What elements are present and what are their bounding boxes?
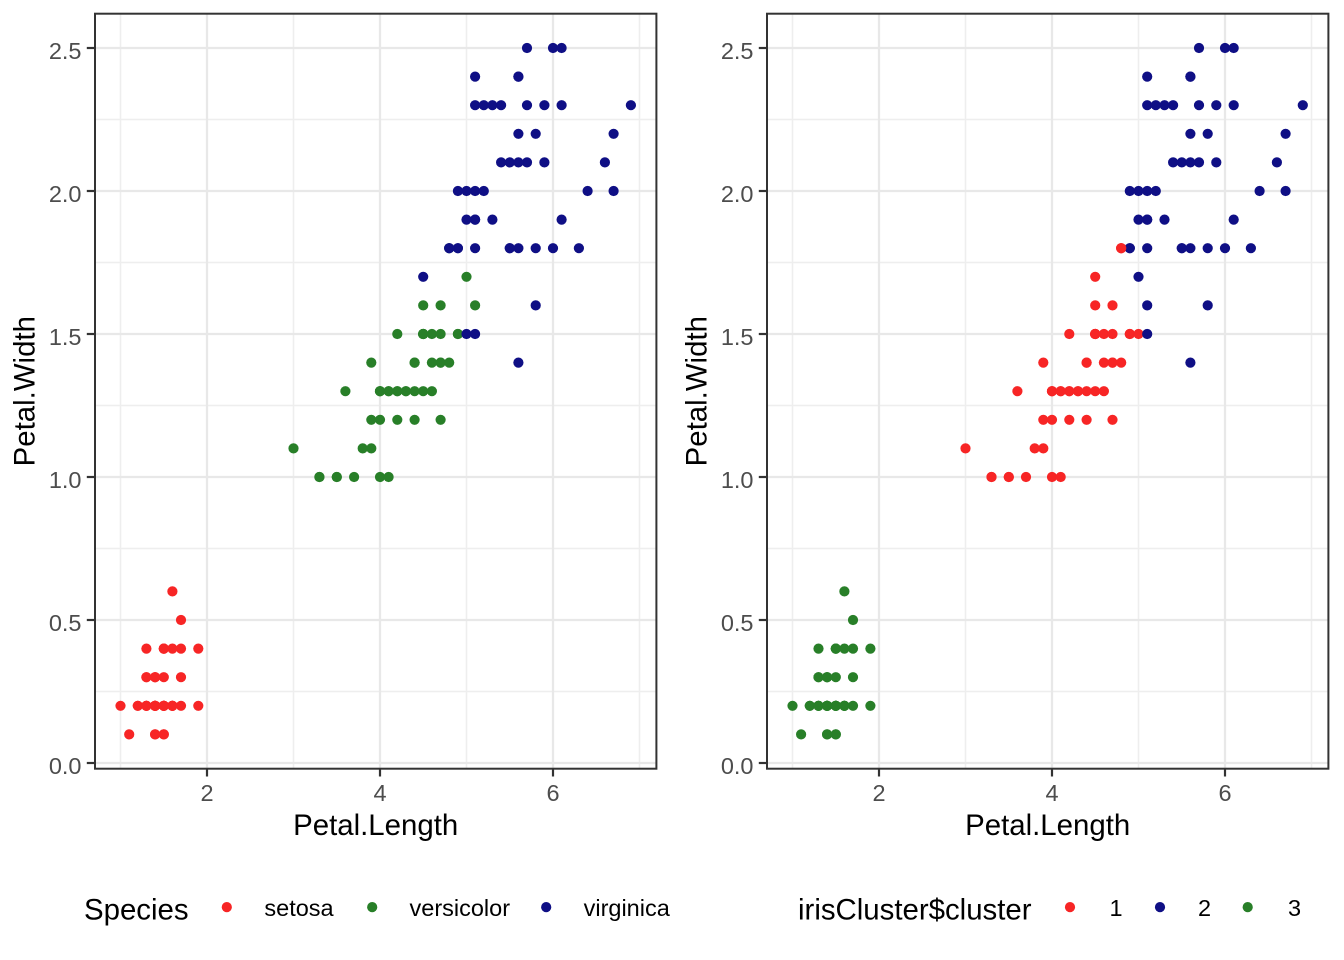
svg-text:1.0: 1.0 <box>721 467 754 493</box>
svg-text:2: 2 <box>1198 895 1211 921</box>
svg-text:2.0: 2.0 <box>49 181 82 207</box>
svg-text:1.5: 1.5 <box>49 324 82 350</box>
svg-text:0.5: 0.5 <box>721 610 754 636</box>
svg-text:2: 2 <box>872 780 885 806</box>
svg-text:Petal.Length: Petal.Length <box>293 809 458 842</box>
svg-text:Petal.Length: Petal.Length <box>965 809 1130 842</box>
svg-text:2.0: 2.0 <box>721 181 754 207</box>
svg-text:4: 4 <box>1045 780 1058 806</box>
svg-text:1.5: 1.5 <box>721 324 754 350</box>
svg-text:6: 6 <box>546 780 559 806</box>
svg-text:0.5: 0.5 <box>49 610 82 636</box>
svg-text:irisCluster$cluster: irisCluster$cluster <box>798 894 1032 927</box>
svg-text:1.0: 1.0 <box>49 467 82 493</box>
svg-text:2.5: 2.5 <box>49 38 82 64</box>
svg-text:0.0: 0.0 <box>49 753 82 779</box>
svg-text:4: 4 <box>373 780 386 806</box>
svg-text:setosa: setosa <box>264 895 334 921</box>
svg-text:2: 2 <box>200 780 213 806</box>
svg-text:versicolor: versicolor <box>410 895 511 921</box>
svg-text:Petal.Width: Petal.Width <box>9 316 42 466</box>
svg-text:3: 3 <box>1288 895 1301 921</box>
svg-text:6: 6 <box>1218 780 1231 806</box>
svg-text:Species: Species <box>84 894 189 927</box>
svg-text:virginica: virginica <box>584 895 671 921</box>
svg-text:1: 1 <box>1109 895 1122 921</box>
svg-text:0.0: 0.0 <box>721 753 754 779</box>
svg-text:Petal.Width: Petal.Width <box>681 316 714 466</box>
svg-text:2.5: 2.5 <box>721 38 754 64</box>
